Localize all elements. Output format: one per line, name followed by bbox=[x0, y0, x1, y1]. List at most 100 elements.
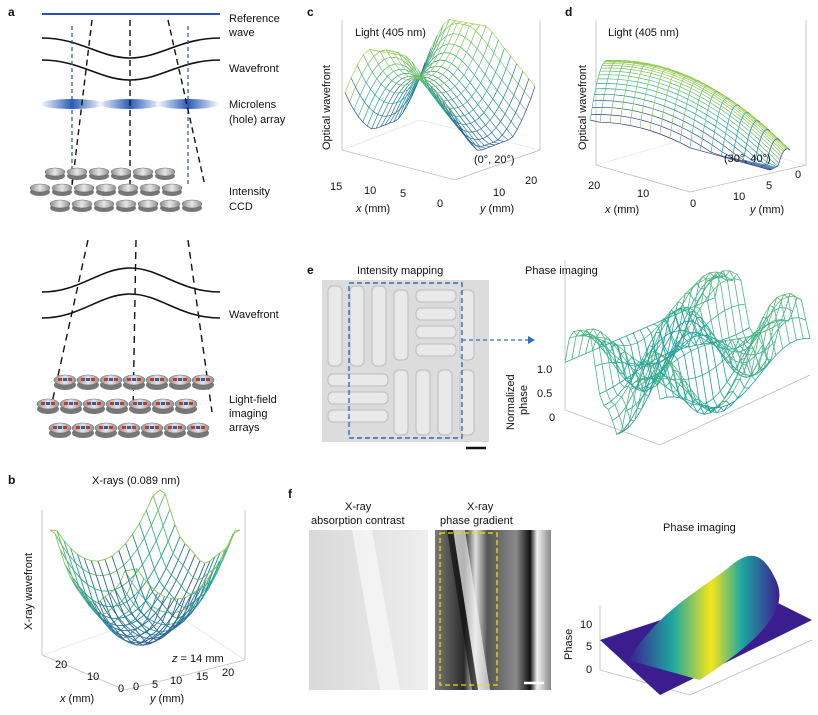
ccd-disk bbox=[117, 183, 139, 193]
c-mesh-v-15 bbox=[436, 63, 518, 133]
panel-b-label: b bbox=[8, 473, 15, 487]
c-mesh-v-16 bbox=[442, 71, 524, 140]
panel-e-left-title: Intensity mapping bbox=[357, 265, 443, 277]
label-imaging: imaging bbox=[229, 408, 268, 420]
c-mesh-v-8 bbox=[393, 23, 475, 82]
c-mesh-v-12 bbox=[417, 40, 499, 109]
panel-d-floor-line bbox=[595, 134, 701, 166]
panel-e-ztick-0: 1.0 bbox=[537, 364, 552, 376]
panel-d: d Light (405 nm) Optical wavefront (30°,… bbox=[565, 5, 807, 216]
intensity-block bbox=[415, 369, 431, 436]
ccd-disk bbox=[66, 167, 88, 177]
lf-pixel-blue bbox=[69, 402, 73, 405]
lf-pixel-red bbox=[81, 378, 85, 381]
ccd-disk bbox=[49, 199, 71, 209]
panel-d-title: Light (405 nm) bbox=[608, 27, 679, 39]
panel-b-ytick-1: 5 bbox=[152, 679, 158, 691]
ccd-disk bbox=[29, 183, 51, 193]
lf-pixel-blue bbox=[173, 426, 177, 429]
lf-pixel-red bbox=[173, 378, 177, 381]
ccd-disk bbox=[44, 167, 66, 177]
panel-d-xlabel: x (mm) bbox=[604, 204, 639, 216]
e-mesh-v-22 bbox=[714, 273, 811, 360]
panel-c-label: c bbox=[307, 5, 314, 19]
lf-ray-center bbox=[132, 239, 137, 413]
panel-c-xtick-3: 0 bbox=[437, 198, 443, 210]
wavefront-curve-3 bbox=[41, 267, 221, 293]
intensity-block bbox=[393, 289, 409, 361]
lf-pixel-blue bbox=[155, 378, 159, 381]
panel-c-xlabel: x (mm) bbox=[355, 203, 390, 215]
panel-d-xtick-2: 0 bbox=[690, 198, 696, 210]
lf-pixel-red bbox=[145, 426, 149, 429]
b-mesh-v-7 bbox=[97, 560, 179, 646]
lf-pixel-blue bbox=[92, 402, 96, 405]
label-ccd: CCD bbox=[229, 201, 253, 213]
panel-f-img1-title-2: absorption contrast bbox=[311, 515, 405, 527]
intensity-block bbox=[393, 369, 409, 436]
ccd-disk bbox=[137, 199, 159, 209]
c-mesh-v-17 bbox=[448, 78, 530, 148]
b-mesh-v-4 bbox=[77, 554, 158, 640]
panel-e-zlabel-2: phase bbox=[518, 385, 530, 415]
e-mesh-v-14 bbox=[660, 317, 756, 381]
lf-pixel-red-2 bbox=[178, 426, 182, 429]
ccd-disk bbox=[73, 183, 95, 193]
ccd-disk bbox=[110, 167, 132, 177]
lf-pixel-blue bbox=[178, 378, 182, 381]
intensity-block bbox=[327, 373, 389, 387]
wavefront-curve-4 bbox=[41, 293, 221, 319]
lf-pixel-red-2 bbox=[86, 426, 90, 429]
b-mesh-v-0 bbox=[49, 529, 131, 604]
panel-c-title: Light (405 nm) bbox=[355, 27, 426, 39]
panel-d-label: d bbox=[565, 5, 572, 19]
b-mesh-v-14 bbox=[145, 510, 227, 596]
lf-pixel-red bbox=[41, 402, 45, 405]
panel-d-ytick-0: 0 bbox=[795, 169, 801, 181]
intensity-block bbox=[415, 325, 457, 339]
e-mesh-v-1 bbox=[571, 328, 668, 431]
lf-pixel-red-2 bbox=[109, 426, 113, 429]
lf-pixel-red bbox=[133, 402, 137, 405]
panel-d-floor-line-2 bbox=[699, 134, 807, 166]
lf-pixel-blue bbox=[115, 402, 119, 405]
c-mesh-v-10 bbox=[405, 25, 487, 94]
lf-pixel-red-2 bbox=[114, 378, 118, 381]
lf-pixel-blue bbox=[81, 426, 85, 429]
panel-f-img2-title-1: X-ray bbox=[467, 501, 494, 513]
lf-pixel-blue bbox=[86, 378, 90, 381]
panel-c-xtick-1: 10 bbox=[364, 185, 376, 197]
ccd-disk bbox=[139, 183, 161, 193]
panel-c-surface bbox=[344, 19, 536, 151]
panel-b-ytick-4: 20 bbox=[222, 667, 234, 679]
panel-b-xtick-2: 0 bbox=[118, 683, 124, 695]
panel-e: e Intensity mapping Phase imaging 1.0 0.… bbox=[307, 260, 811, 450]
b-mesh-v-9 bbox=[111, 555, 193, 641]
panel-f-ztick-2: 0 bbox=[586, 664, 592, 676]
lf-pixel-blue bbox=[138, 402, 142, 405]
panel-e-right-title: Phase imaging bbox=[525, 265, 598, 277]
panel-e-label: e bbox=[307, 263, 314, 277]
panel-c-angle: (0°, 20°) bbox=[474, 154, 515, 166]
intensity-block bbox=[349, 285, 365, 367]
lf-pixel-red-2 bbox=[68, 378, 72, 381]
panel-e-ztick-2: 0 bbox=[549, 412, 555, 424]
lf-pixel-blue bbox=[161, 402, 165, 405]
ccd-disk bbox=[51, 183, 73, 193]
black-ray-right bbox=[167, 19, 206, 187]
phase-gradient-bright-band bbox=[453, 530, 490, 690]
absorption-faint-feature bbox=[352, 530, 400, 690]
panel-b-xlabel: x (mm) bbox=[59, 693, 94, 705]
d-mesh-v-7 bbox=[659, 71, 681, 135]
e-mesh-v-8 bbox=[619, 320, 715, 413]
panel-c-floor-line bbox=[341, 119, 421, 151]
panel-b-ylabel: y (mm) bbox=[149, 693, 184, 705]
lf-pixel-blue bbox=[196, 426, 200, 429]
panel-f-img2-title-2: phase gradient bbox=[440, 515, 513, 527]
intensity-map-roi-box bbox=[348, 282, 463, 439]
panel-d-angle: (30°, 40°) bbox=[724, 153, 771, 165]
label-arrays: arrays bbox=[229, 422, 260, 434]
lf-pixel-blue bbox=[63, 378, 67, 381]
lf-pixel-red-2 bbox=[201, 426, 205, 429]
